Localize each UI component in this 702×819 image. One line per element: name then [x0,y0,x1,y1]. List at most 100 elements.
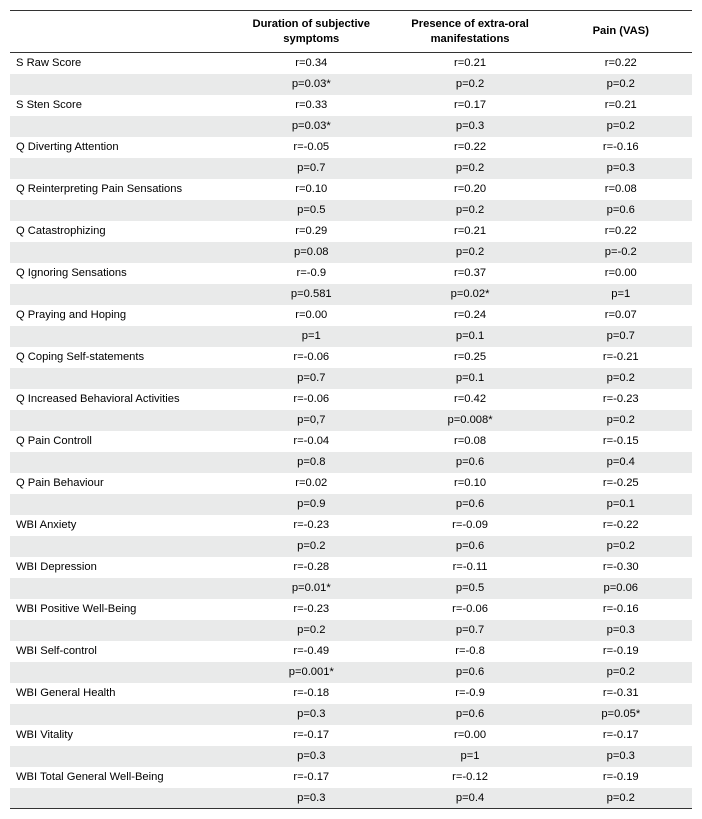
r-value: r=-0.17 [550,725,692,746]
p-value: p=1 [391,746,550,767]
p-value: p=0.5 [391,578,550,599]
p-value: p=0.008* [391,410,550,431]
row-label-empty [10,410,232,431]
table-row: Q Reinterpreting Pain Sensationsr=0.10r=… [10,179,692,200]
row-label: Q Catastrophizing [10,221,232,242]
p-value: p=0.02* [391,284,550,305]
table-row: WBI Vitalityr=-0.17r=0.00r=-0.17 [10,725,692,746]
p-value: p=0.6 [550,200,692,221]
r-value: r=0.25 [391,347,550,368]
r-value: r=-0.9 [391,683,550,704]
row-label-empty [10,116,232,137]
header-col2: Presence of extra-oralmanifestations [391,11,550,53]
row-label-empty [10,746,232,767]
row-label-empty [10,242,232,263]
row-label-empty [10,578,232,599]
r-value: r=-0.15 [550,431,692,452]
r-value: r=-0.16 [550,137,692,158]
p-value: p=0.7 [232,368,391,389]
table-row: p=0.01*p=0.5p=0.06 [10,578,692,599]
row-label-empty [10,494,232,515]
r-value: r=0.42 [391,389,550,410]
r-value: r=0.17 [391,95,550,116]
row-label: Q Increased Behavioral Activities [10,389,232,410]
p-value: p=0.7 [391,620,550,641]
p-value: p=0.4 [550,452,692,473]
p-value: p=0.3 [550,746,692,767]
row-label-empty [10,74,232,95]
r-value: r=0.08 [391,431,550,452]
p-value: p=0.01* [232,578,391,599]
header-col1: Duration of subjectivesymptoms [232,11,391,53]
table-row: WBI Anxietyr=-0.23r=-0.09r=-0.22 [10,515,692,536]
r-value: r=0.00 [232,305,391,326]
r-value: r=0.37 [391,263,550,284]
row-label: Q Praying and Hoping [10,305,232,326]
r-value: r=-0.04 [232,431,391,452]
table-row: WBI Self-controlr=-0.49r=-0.8r=-0.19 [10,641,692,662]
p-value: p=0.2 [232,536,391,557]
table-row: p=0.8p=0.6p=0.4 [10,452,692,473]
r-value: r=0.22 [391,137,550,158]
p-value: p=0.001* [232,662,391,683]
table-row: Q Increased Behavioral Activitiesr=-0.06… [10,389,692,410]
r-value: r=0.21 [391,221,550,242]
p-value: p=0.05* [550,704,692,725]
r-value: r=0.24 [391,305,550,326]
p-value: p=0.2 [550,74,692,95]
r-value: r=-0.11 [391,557,550,578]
p-value: p=0.6 [391,452,550,473]
r-value: r=-0.05 [232,137,391,158]
r-value: r=0.02 [232,473,391,494]
p-value: p=1 [232,326,391,347]
p-value: p=0.1 [391,326,550,347]
p-value: p=0.7 [550,326,692,347]
r-value: r=-0.23 [550,389,692,410]
p-value: p=0.2 [391,158,550,179]
p-value: p=0,7 [232,410,391,431]
r-value: r=-0.23 [232,515,391,536]
row-label: WBI Depression [10,557,232,578]
r-value: r=-0.06 [232,347,391,368]
p-value: p=0.3 [232,788,391,809]
p-value: p=0.3 [232,746,391,767]
row-label: WBI Anxiety [10,515,232,536]
table-row: p=0.3p=0.6p=0.05* [10,704,692,725]
r-value: r=0.22 [550,221,692,242]
p-value: p=0.8 [232,452,391,473]
p-value: p=1 [550,284,692,305]
p-value: p=0.06 [550,578,692,599]
table-row: WBI Total General Well-Beingr=-0.17r=-0.… [10,767,692,788]
row-label: Q Diverting Attention [10,137,232,158]
p-value: p=0.2 [550,536,692,557]
table-row: p=0.9p=0.6p=0.1 [10,494,692,515]
r-value: r=-0.9 [232,263,391,284]
row-label-empty [10,200,232,221]
p-value: p=0.4 [391,788,550,809]
r-value: r=0.33 [232,95,391,116]
table-row: WBI Positive Well-Beingr=-0.23r=-0.06r=-… [10,599,692,620]
r-value: r=0.08 [550,179,692,200]
table-row: S Raw Scorer=0.34r=0.21r=0.22 [10,53,692,74]
header-col3: Pain (VAS) [550,11,692,53]
table-row: Q Diverting Attentionr=-0.05r=0.22r=-0.1… [10,137,692,158]
table-row: p=0.03*p=0.3p=0.2 [10,116,692,137]
table-row: WBI Depressionr=-0.28r=-0.11r=-0.30 [10,557,692,578]
row-label-empty [10,368,232,389]
table-row: p=0.7p=0.2p=0.3 [10,158,692,179]
table-row: Q Ignoring Sensationsr=-0.9r=0.37r=0.00 [10,263,692,284]
row-label-empty [10,536,232,557]
r-value: r=-0.22 [550,515,692,536]
r-value: r=0.20 [391,179,550,200]
r-value: r=-0.21 [550,347,692,368]
r-value: r=-0.8 [391,641,550,662]
row-label-empty [10,704,232,725]
table-row: S Sten Scorer=0.33r=0.17r=0.21 [10,95,692,116]
p-value: p=0.1 [391,368,550,389]
p-value: p=0.03* [232,74,391,95]
row-label: WBI General Health [10,683,232,704]
p-value: p=0.7 [232,158,391,179]
table-row: p=0.2p=0.7p=0.3 [10,620,692,641]
p-value: p=0.2 [550,788,692,809]
r-value: r=-0.25 [550,473,692,494]
